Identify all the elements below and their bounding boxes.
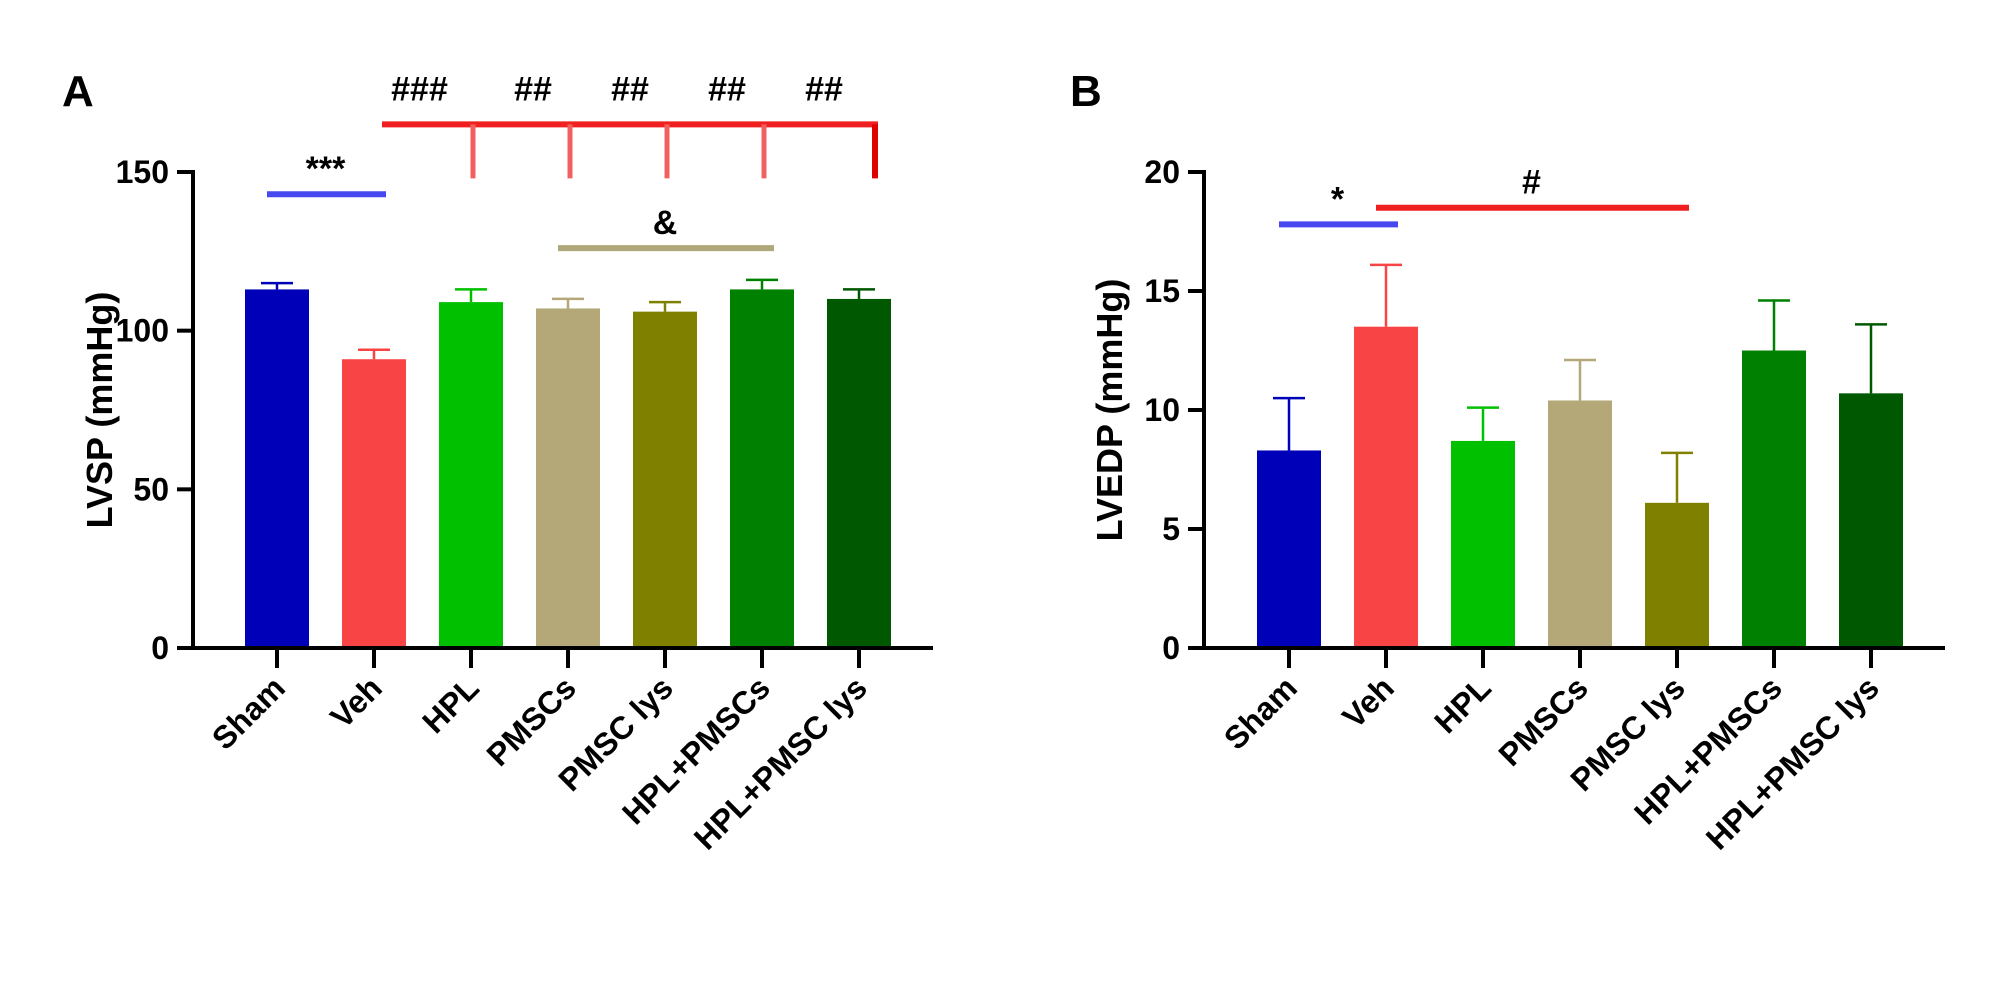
significance-label: ##: [805, 70, 843, 108]
y-axis-title: LVEDP (mmHg): [1089, 279, 1130, 542]
significance-label: &: [653, 204, 678, 242]
bar-hpl-pmsc-lys: [827, 298, 891, 648]
bar-pmscs: [536, 308, 600, 648]
bar-hpl-pmsc-lys: [1839, 393, 1903, 648]
category-label: Sham: [1217, 669, 1304, 756]
bar-hpl: [1451, 440, 1515, 648]
y-tick-label: 20: [1144, 154, 1180, 190]
significance-label: ##: [514, 70, 552, 108]
category-label: Sham: [205, 669, 292, 756]
bar-sham: [245, 289, 309, 648]
bar-veh: [342, 359, 406, 648]
bar-hpl: [439, 302, 503, 648]
category-label: Veh: [323, 669, 389, 735]
bar-sham: [1257, 450, 1321, 648]
bar-hpl-pmscs: [1742, 350, 1806, 648]
significance-label: ##: [611, 70, 649, 108]
y-tick-label: 10: [1144, 392, 1180, 428]
category-label: HPL+PMSC lys: [687, 669, 874, 856]
bar-veh: [1354, 326, 1418, 648]
category-label: HPL+PMSC lys: [1699, 669, 1886, 856]
y-tick-label: 0: [151, 630, 169, 666]
y-tick-label: 150: [116, 154, 169, 190]
significance-label: ###: [391, 70, 448, 108]
y-tick-label: 100: [116, 313, 169, 349]
category-label: HPL: [1427, 669, 1498, 740]
y-tick-label: 15: [1144, 273, 1180, 309]
bar-pmsc-lys: [633, 311, 697, 648]
y-tick-label: 50: [133, 471, 169, 507]
y-tick-label: 0: [1162, 630, 1180, 666]
bar-pmsc-lys: [1645, 502, 1709, 648]
significance-label: #: [1522, 164, 1541, 202]
panel-letter: A: [62, 67, 94, 116]
category-label: Veh: [1335, 669, 1401, 735]
bar-hpl-pmscs: [730, 289, 794, 648]
panel-letter: B: [1070, 67, 1102, 116]
significance-label: *: [1331, 180, 1345, 218]
y-tick-label: 5: [1162, 511, 1180, 547]
significance-label: ##: [708, 70, 746, 108]
category-label: HPL: [415, 669, 486, 740]
bar-pmscs: [1548, 400, 1612, 648]
significance-label: ***: [306, 150, 346, 188]
y-axis-title: LVSP (mmHg): [79, 292, 120, 529]
